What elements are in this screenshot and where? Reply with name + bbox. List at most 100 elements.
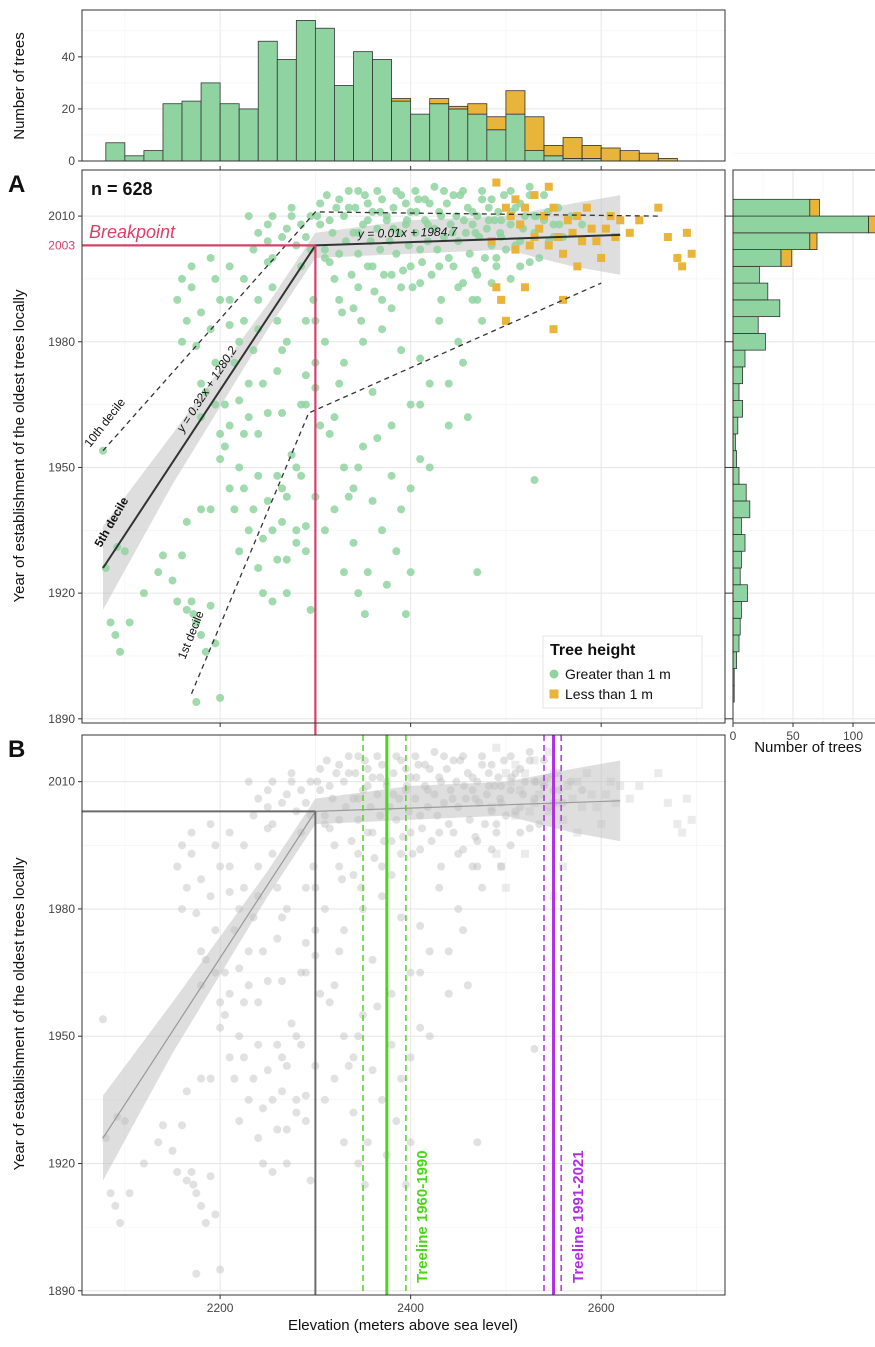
legend-marker-less	[549, 689, 559, 699]
data-point-greater	[189, 1180, 198, 1189]
data-point-less	[535, 224, 544, 233]
data-point-greater	[254, 1134, 263, 1143]
data-point-greater	[449, 756, 458, 765]
data-point-greater	[258, 589, 267, 598]
data-point-greater	[397, 1074, 406, 1083]
decile-10-line	[102, 211, 659, 452]
data-point-greater	[244, 947, 253, 956]
data-point-greater	[154, 1138, 163, 1147]
data-point-greater	[282, 1159, 291, 1168]
data-point-greater	[125, 618, 134, 627]
data-point-greater	[360, 756, 369, 765]
x-tick-label: 2400	[397, 1301, 424, 1315]
data-point-greater	[347, 270, 356, 279]
data-point-greater	[335, 379, 344, 388]
data-point-less	[520, 283, 529, 292]
data-point-greater	[397, 849, 406, 858]
data-point-greater	[225, 321, 234, 330]
data-point-greater	[473, 777, 482, 786]
data-point-greater	[378, 295, 387, 304]
data-point-greater	[168, 1146, 177, 1155]
data-point-greater	[389, 790, 398, 799]
data-point-greater	[268, 526, 277, 535]
x-tick-label: 2200	[207, 1301, 234, 1315]
data-point-less	[563, 781, 572, 790]
data-point-greater	[282, 337, 291, 346]
data-point-less	[492, 743, 501, 752]
data-point-greater	[349, 304, 358, 313]
data-point-greater	[220, 442, 229, 451]
top-hist-bar-greater	[448, 108, 469, 162]
data-point-greater	[525, 747, 534, 756]
data-point-greater	[401, 1180, 410, 1189]
data-point-greater	[335, 815, 344, 824]
data-point-greater	[397, 346, 406, 355]
data-point-less	[611, 798, 620, 807]
data-point-less	[492, 283, 501, 292]
data-point-greater	[416, 921, 425, 930]
data-point-greater	[354, 283, 363, 292]
data-point-greater	[206, 820, 215, 829]
data-point-less	[501, 769, 510, 778]
right-hist-bar-greater	[732, 232, 811, 250]
data-point-greater	[497, 216, 506, 225]
right-hist-bar-greater	[732, 550, 742, 569]
data-point-less	[573, 828, 582, 837]
data-point-greater	[439, 186, 448, 195]
data-point-greater	[292, 463, 301, 472]
data-point-greater	[392, 249, 401, 258]
data-point-greater	[263, 824, 272, 833]
data-point-greater	[446, 220, 455, 229]
data-point-greater	[301, 547, 310, 556]
data-point-greater	[313, 212, 322, 221]
data-point-greater	[425, 947, 434, 956]
data-point-greater	[387, 304, 396, 313]
data-point-greater	[520, 212, 529, 221]
data-point-greater	[344, 203, 353, 212]
data-point-greater	[220, 968, 229, 977]
data-point-greater	[376, 245, 385, 254]
data-point-less	[501, 203, 510, 212]
data-point-greater	[335, 295, 344, 304]
data-point-greater	[197, 308, 206, 317]
data-point-greater	[425, 379, 434, 388]
data-point-greater	[182, 1087, 191, 1096]
data-point-greater	[287, 203, 296, 212]
data-point-less	[654, 769, 663, 778]
data-point-greater	[501, 811, 510, 820]
data-point-greater	[216, 429, 225, 438]
data-point-greater	[535, 820, 544, 829]
data-point-greater	[444, 253, 453, 262]
data-point-greater	[411, 228, 420, 237]
data-point-greater	[316, 199, 325, 208]
data-point-less	[530, 798, 539, 807]
data-point-less	[520, 769, 529, 778]
data-point-greater	[282, 555, 291, 564]
data-point-greater	[463, 413, 472, 422]
data-point-greater	[497, 781, 506, 790]
data-point-greater	[427, 837, 436, 846]
data-point-greater	[454, 803, 463, 812]
breakpoint-y-tick-label: 2003	[48, 238, 75, 252]
data-point-greater	[511, 807, 520, 816]
data-point-less	[520, 203, 529, 212]
data-point-greater	[382, 580, 391, 589]
data-point-greater	[532, 777, 541, 786]
data-point-greater	[339, 1138, 348, 1147]
data-point-greater	[418, 258, 427, 267]
data-point-greater	[499, 191, 508, 200]
data-point-less	[573, 212, 582, 221]
data-point-greater	[328, 794, 337, 803]
data-point-greater	[339, 1032, 348, 1041]
data-point-greater	[341, 237, 350, 246]
data-point-greater	[120, 1117, 129, 1126]
data-point-greater	[392, 547, 401, 556]
data-point-greater	[463, 981, 472, 990]
data-point-greater	[301, 371, 310, 380]
data-point-greater	[278, 408, 287, 417]
data-point-greater	[382, 212, 391, 221]
data-point-greater	[301, 1117, 310, 1126]
top-hist-bar-greater	[391, 100, 412, 162]
data-point-greater	[244, 212, 253, 221]
data-point-greater	[197, 631, 206, 640]
